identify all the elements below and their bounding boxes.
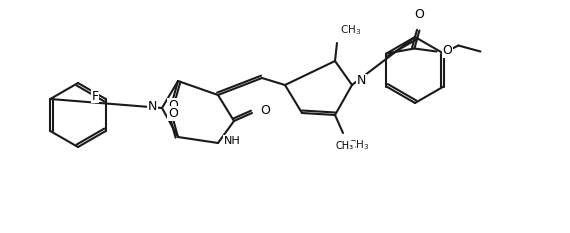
Text: CH₃: CH₃	[336, 141, 354, 151]
Text: NH: NH	[224, 136, 241, 146]
Text: O: O	[168, 107, 178, 120]
Text: CH$_3$: CH$_3$	[340, 23, 361, 37]
Text: O: O	[260, 103, 270, 116]
Text: O: O	[168, 99, 178, 112]
Text: O: O	[442, 44, 453, 57]
Text: CH$_3$: CH$_3$	[348, 138, 369, 152]
Text: F: F	[92, 89, 99, 103]
Text: N: N	[357, 75, 367, 88]
Text: N: N	[148, 99, 157, 113]
Text: O: O	[414, 7, 424, 21]
